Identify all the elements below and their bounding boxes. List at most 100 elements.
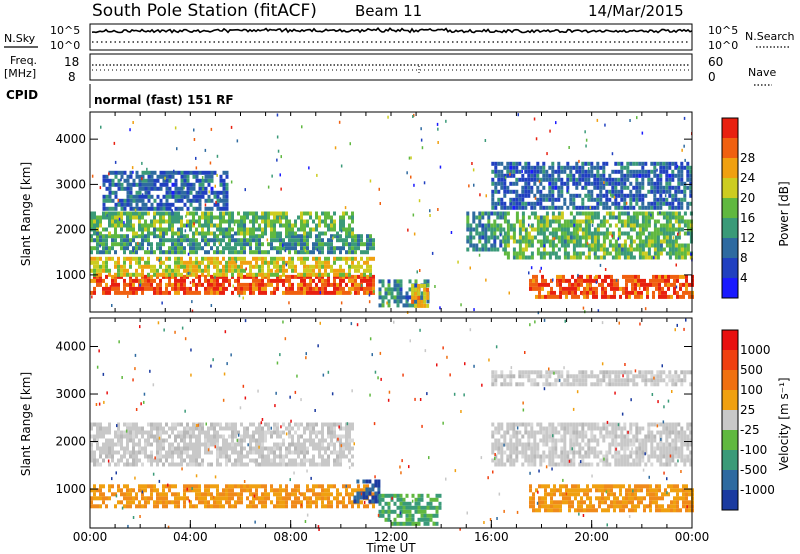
heatmap-cell bbox=[327, 272, 330, 277]
heatmap-cell bbox=[174, 462, 177, 467]
heatmap-cell bbox=[282, 500, 285, 505]
heatmap-cell bbox=[216, 274, 219, 279]
heatmap-cell bbox=[150, 242, 153, 247]
heatmap-cell bbox=[524, 454, 528, 459]
heatmap-cell bbox=[333, 446, 336, 451]
heatmap-cell bbox=[255, 438, 258, 443]
heatmap-cell bbox=[634, 278, 637, 283]
heatmap-cell bbox=[144, 250, 147, 255]
heatmap-cell bbox=[327, 223, 330, 228]
heatmap-cell bbox=[198, 242, 201, 247]
heatmap-cell bbox=[111, 238, 114, 243]
heatmap-cell bbox=[93, 211, 96, 216]
heatmap-cell bbox=[174, 178, 178, 183]
heatmap-cell bbox=[604, 123, 606, 127]
heatmap-cell bbox=[656, 243, 660, 248]
heatmap-cell bbox=[249, 234, 252, 239]
heatmap-cell bbox=[198, 278, 201, 283]
heatmap-cell bbox=[584, 193, 588, 198]
heatmap-cell bbox=[512, 430, 516, 435]
heatmap-cell bbox=[675, 263, 677, 267]
heatmap-cell bbox=[255, 278, 258, 283]
heatmap-cell bbox=[689, 231, 693, 236]
heatmap-cell bbox=[258, 422, 261, 427]
heatmap-cell bbox=[387, 303, 391, 308]
heatmap-cell bbox=[114, 231, 117, 236]
heatmap-cell bbox=[521, 185, 525, 190]
heatmap-cell bbox=[333, 274, 336, 279]
heatmap-cell bbox=[503, 239, 507, 244]
heatmap-cell bbox=[117, 438, 120, 443]
heatmap-cell bbox=[231, 484, 234, 489]
heatmap-cell bbox=[644, 211, 648, 216]
heatmap-cell bbox=[626, 185, 630, 190]
heatmap-cell bbox=[680, 181, 684, 186]
heatmap-cell bbox=[381, 303, 385, 308]
heatmap-cell bbox=[312, 256, 315, 261]
heatmap-cell bbox=[360, 272, 363, 277]
heatmap-cell bbox=[595, 286, 598, 291]
heatmap-cell bbox=[198, 190, 202, 195]
heatmap-cell bbox=[153, 290, 156, 295]
heatmap-cell bbox=[135, 194, 139, 199]
heatmap-cell bbox=[598, 274, 601, 279]
heatmap-cell bbox=[186, 186, 190, 191]
heatmap-cell bbox=[420, 505, 424, 510]
heatmap-cell bbox=[357, 274, 360, 279]
heatmap-cell bbox=[309, 438, 312, 443]
heatmap-cell bbox=[644, 223, 648, 228]
heatmap-cell bbox=[502, 247, 506, 252]
heatmap-cell bbox=[267, 260, 270, 265]
heatmap-cell bbox=[198, 500, 201, 505]
heatmap-cell bbox=[164, 176, 166, 180]
heatmap-cell bbox=[245, 267, 247, 271]
heatmap-cell bbox=[255, 264, 258, 269]
heatmap-cell bbox=[162, 202, 166, 207]
heatmap-cell bbox=[568, 278, 571, 283]
heatmap-cell bbox=[117, 274, 120, 279]
heatmap-cell bbox=[342, 246, 345, 251]
heatmap-cell bbox=[204, 500, 207, 505]
heatmap-cell bbox=[541, 274, 544, 279]
heatmap-cell bbox=[348, 227, 351, 232]
heatmap-cell bbox=[156, 178, 160, 183]
heatmap-cell bbox=[156, 186, 160, 191]
heatmap-cell bbox=[102, 290, 105, 295]
heatmap-cell bbox=[494, 438, 498, 443]
heatmap-cell bbox=[582, 306, 585, 310]
heatmap-cell bbox=[135, 422, 138, 427]
heatmap-cell bbox=[362, 491, 366, 496]
heatmap-cell bbox=[234, 434, 237, 439]
heatmap-cell bbox=[267, 278, 270, 283]
heatmap-cell bbox=[556, 279, 559, 283]
heatmap-cell bbox=[604, 294, 607, 299]
heatmap-cell bbox=[662, 215, 666, 220]
heatmap-cell bbox=[638, 197, 642, 202]
heatmap-cell bbox=[168, 442, 171, 447]
heatmap-cell bbox=[183, 268, 186, 273]
cpid-label: CPID bbox=[6, 88, 38, 102]
heatmap-cell bbox=[189, 268, 192, 273]
heatmap-cell bbox=[667, 274, 670, 279]
heatmap-cell bbox=[333, 211, 336, 216]
heatmap-cell bbox=[90, 434, 93, 439]
heatmap-cell bbox=[614, 243, 618, 248]
heatmap-cell bbox=[472, 243, 476, 248]
heatmap-cell bbox=[557, 177, 561, 182]
heatmap-cell bbox=[509, 181, 513, 186]
heatmap-cell bbox=[210, 215, 213, 220]
heatmap-cell bbox=[679, 274, 682, 279]
heatmap-cell bbox=[372, 282, 375, 287]
heatmap-cell bbox=[243, 286, 246, 291]
heatmap-cell bbox=[264, 500, 267, 505]
heatmap-cell bbox=[285, 219, 288, 224]
heatmap-cell bbox=[309, 422, 312, 427]
heatmap-cell bbox=[189, 190, 193, 195]
heatmap-cell bbox=[183, 458, 186, 463]
heatmap-cell bbox=[647, 181, 651, 186]
heatmap-cell bbox=[216, 154, 219, 158]
heatmap-cell bbox=[471, 162, 473, 165]
heatmap-cell bbox=[413, 113, 415, 117]
heatmap-cell bbox=[120, 438, 123, 443]
heatmap-cell bbox=[162, 454, 165, 459]
